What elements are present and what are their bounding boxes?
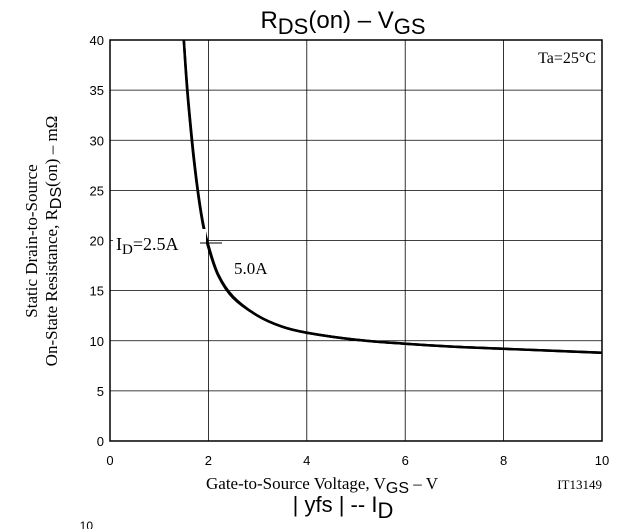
series-label-id50: 5.0A [234,259,268,278]
plot-frame [109,39,603,442]
next-chart-title: | yfs | -- ID [293,492,394,523]
x-tick-labels: 0 2 4 6 8 10 [106,453,609,468]
x-tick-label: 0 [106,453,113,468]
y-tick-label: 25 [90,183,104,198]
x-tick-label: 10 [595,453,609,468]
condition-label: Ta=25°C [538,50,596,67]
x-tick-label: 4 [303,453,310,468]
y-tick-label: 30 [90,133,104,148]
x-tick-label: 2 [205,453,212,468]
y-tick-label: 40 [90,33,104,48]
y-tick-labels: 0 5 10 15 20 25 30 35 40 [90,33,104,449]
condition-bg [509,43,599,69]
y-tick-label: 0 [97,434,104,449]
y-tick-label: 5 [97,384,104,399]
title-main: R [260,7,277,34]
series-line-1 [182,39,603,355]
data-curves [182,39,603,355]
y-axis-label-line1: Static Drain-to-Source [22,164,41,317]
y-tick-label: 10 [90,334,104,349]
y-axis-label-line2: On-State Resistance, RDS(on) – mΩ [42,116,65,367]
chart-title: RDS(on) – VGS [260,7,425,39]
title-sub2: GS [394,14,426,39]
y-tick-label: 15 [90,284,104,299]
y-axis-label: Static Drain-to-Source On-State Resistan… [22,116,65,367]
series-line-0 [182,39,603,355]
x-tick-label: 8 [500,453,507,468]
y-tick-label: 20 [90,234,104,249]
y-tick-label: 35 [90,83,104,98]
series-label-bg [113,229,206,257]
series-label-id25: ID=2.5A [116,234,179,258]
title-rest: (on) – V [308,7,393,34]
title-sub: DS [278,14,309,39]
x-axis-label: Gate-to-Source Voltage, VGS – V [206,474,439,497]
x-tick-label: 6 [402,453,409,468]
figure-id: IT13149 [557,477,602,492]
next-chart-tick: 10 [80,519,94,529]
